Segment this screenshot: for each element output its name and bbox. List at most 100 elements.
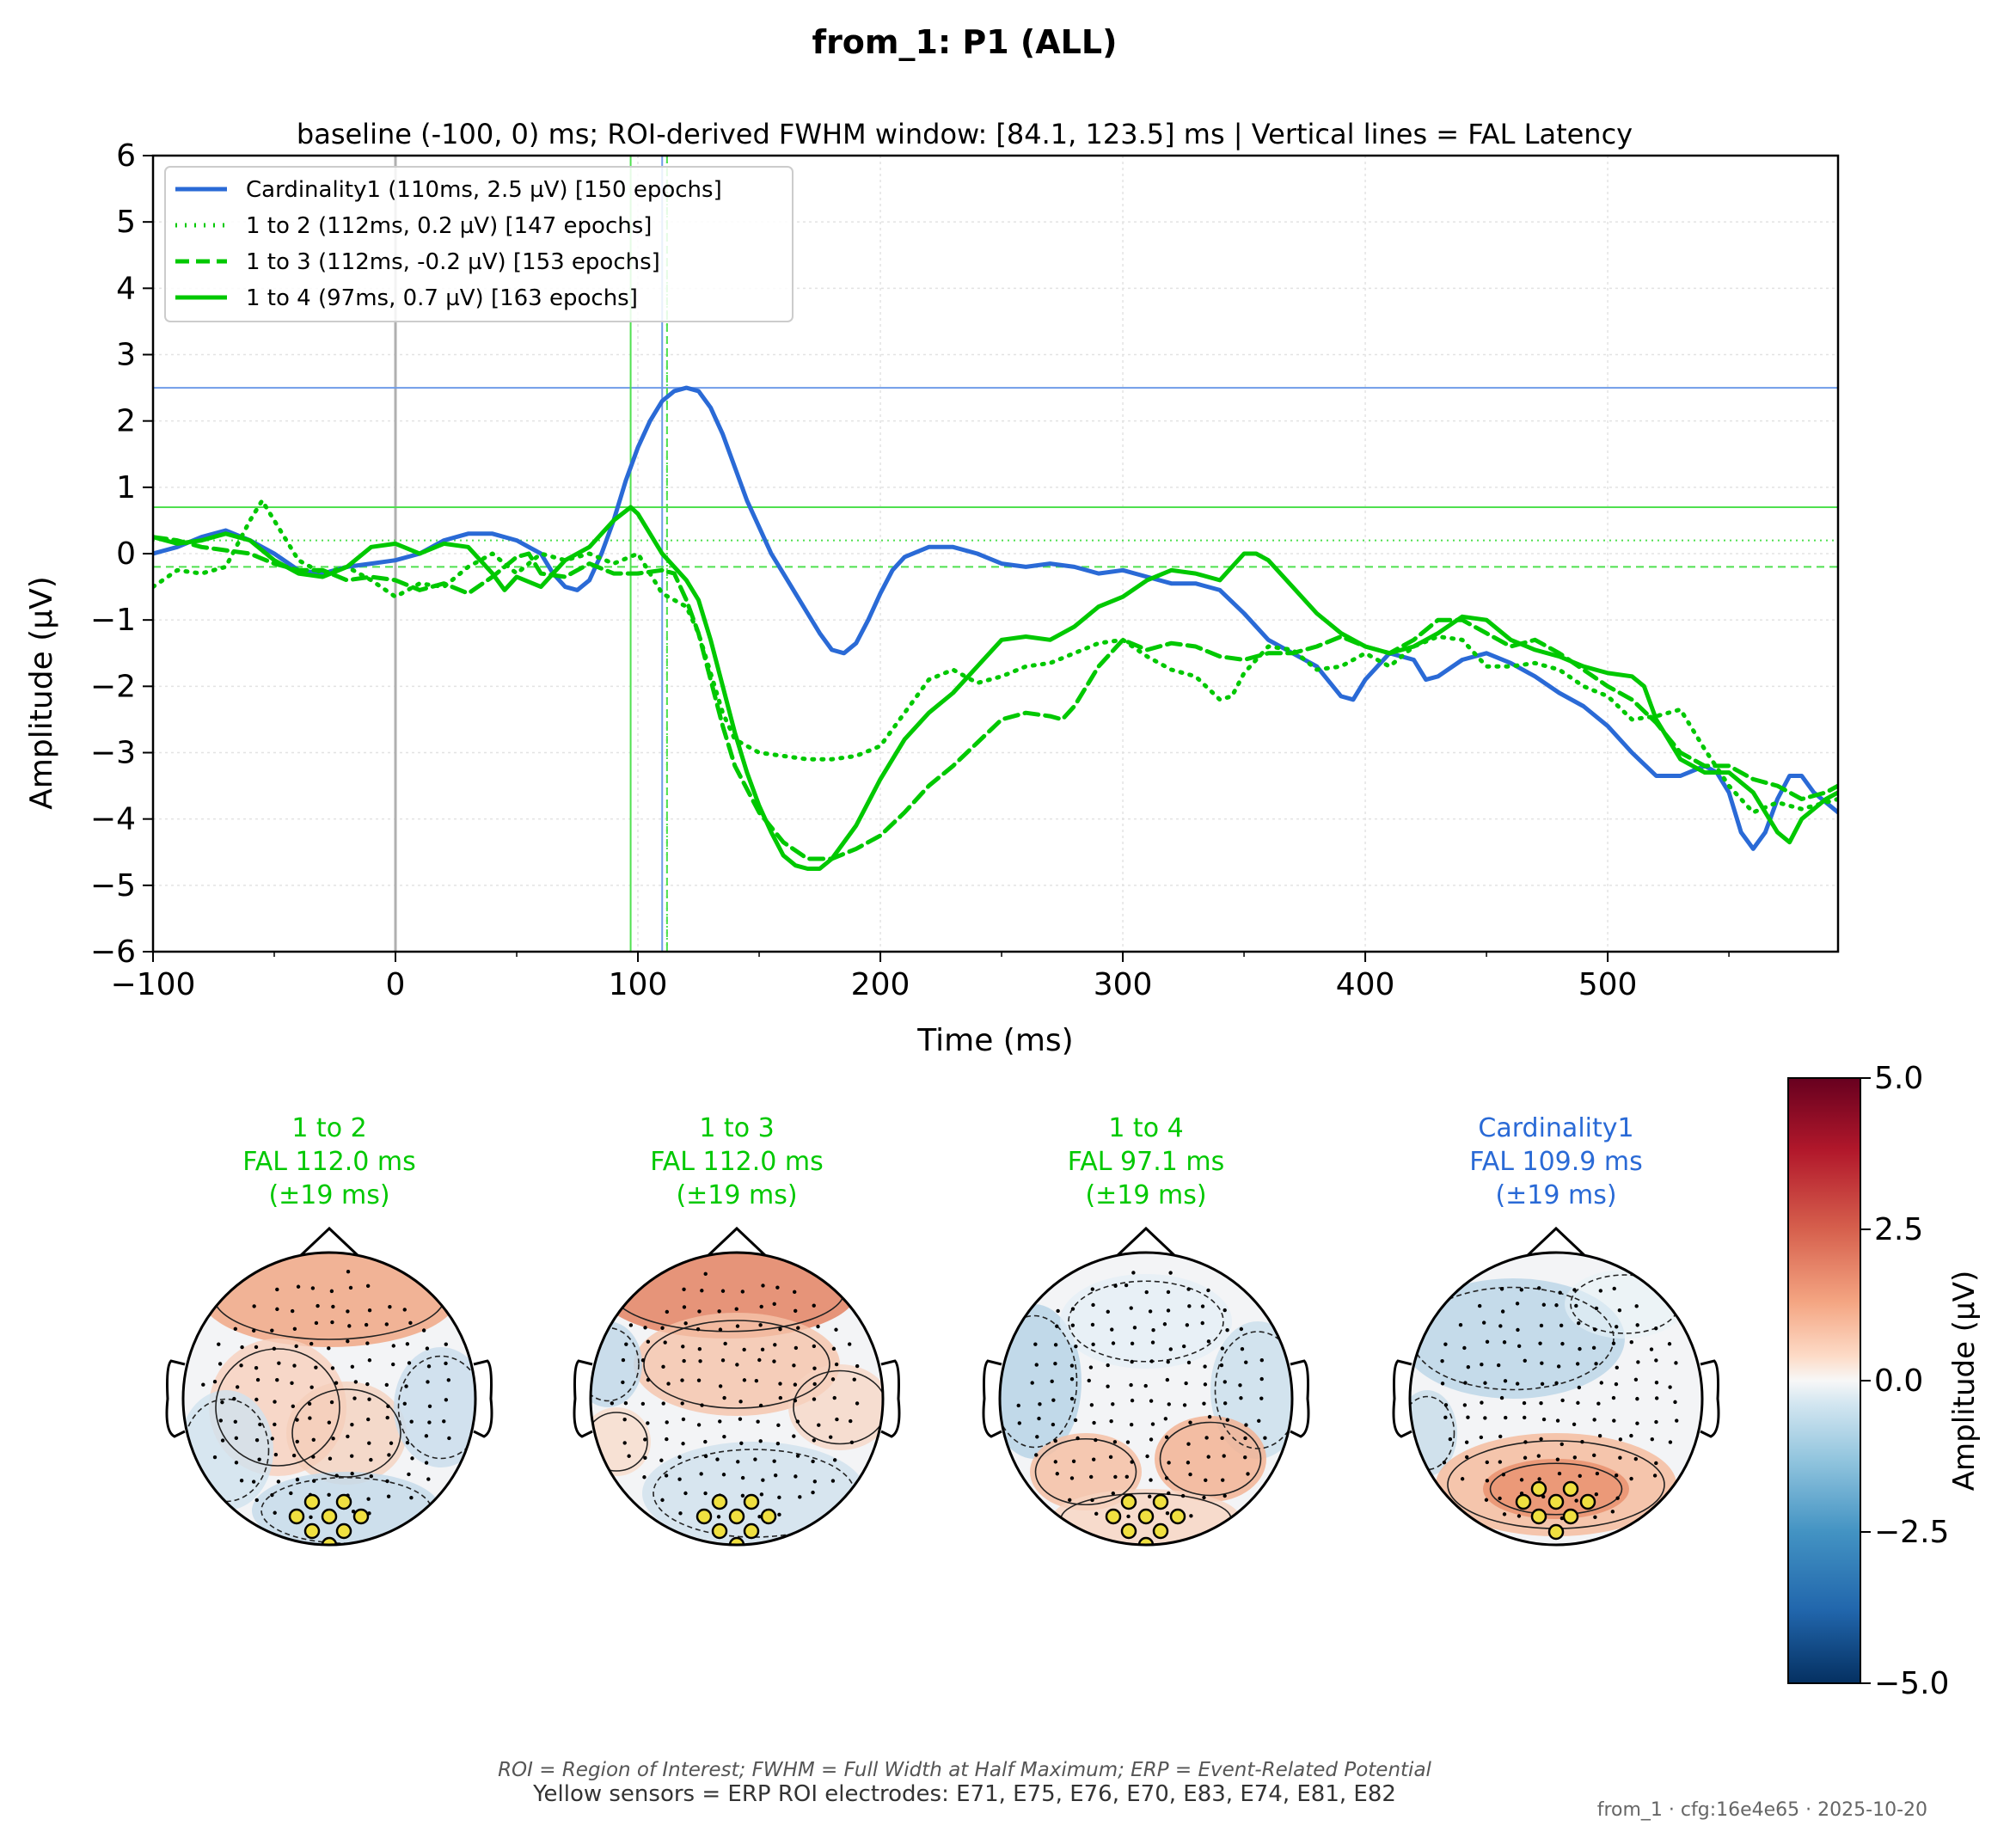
sensor-dot	[350, 1422, 354, 1427]
sensor-dot	[1166, 1308, 1171, 1313]
sensor-dot	[681, 1442, 685, 1446]
roi-sensor	[711, 1522, 728, 1540]
sensor-dot	[1675, 1418, 1679, 1423]
sensor-dot	[646, 1421, 650, 1425]
topomap-contour	[291, 1388, 401, 1478]
sensor-dot	[834, 1362, 839, 1367]
sensor-dot	[1113, 1284, 1118, 1288]
colorbar-tick-label: 2.5	[1874, 1212, 1923, 1247]
sensor-dot	[327, 1346, 331, 1351]
plot-text: Time (ms) Amplitude (µV) −100 0 100 200 300 4…	[24, 138, 1637, 1058]
sensor-dot	[292, 1326, 297, 1332]
sensor-dot	[703, 1491, 708, 1496]
sensor-dot	[366, 1417, 371, 1422]
sensor-dot	[389, 1441, 394, 1445]
sensor-dot	[1150, 1422, 1155, 1426]
topomap-field	[183, 1253, 475, 1545]
nose-outline	[297, 1226, 362, 1259]
sensor-dot	[1091, 1302, 1095, 1308]
sensor-dot	[812, 1480, 818, 1484]
sensor-dot	[742, 1347, 746, 1352]
sensor-dot	[275, 1307, 279, 1312]
sensor-dot	[682, 1358, 686, 1363]
sensor-dot	[1519, 1288, 1524, 1292]
sensor-dot	[408, 1320, 413, 1326]
y-tick-label: 3	[116, 338, 136, 373]
sensor-dot	[407, 1472, 411, 1477]
sensor-dot	[1498, 1434, 1503, 1439]
sensor-dot	[309, 1385, 314, 1389]
sensor-dot	[1053, 1343, 1058, 1347]
sensor-dot	[772, 1359, 776, 1363]
right-ear-outline	[1700, 1359, 1720, 1438]
sensor-dot	[1466, 1415, 1470, 1419]
sensor-dot	[402, 1401, 407, 1406]
sensor-dot	[410, 1456, 414, 1461]
sensor-dot	[1633, 1456, 1639, 1461]
sensor-dot	[1594, 1492, 1599, 1497]
sensor-dot	[234, 1436, 239, 1441]
sensor-dot	[1162, 1322, 1167, 1326]
sensor-dot	[1578, 1346, 1582, 1351]
sensor-dot	[1574, 1303, 1578, 1308]
sensor-dot	[1186, 1442, 1191, 1446]
sensor-dot	[829, 1435, 833, 1439]
sensor-dot	[1089, 1474, 1094, 1480]
plot-area	[143, 154, 1840, 962]
sensor-dot	[212, 1455, 218, 1460]
topomap-contour	[793, 1369, 883, 1445]
sensor-dot	[1202, 1401, 1206, 1406]
sensor-dot	[1523, 1440, 1528, 1444]
sensor-dot	[295, 1439, 299, 1444]
sensor-dot	[663, 1340, 667, 1345]
sensor-dot	[1069, 1376, 1075, 1382]
roi-sensor	[728, 1536, 745, 1545]
sensor-dot	[643, 1437, 647, 1442]
sensor-dot	[792, 1363, 796, 1368]
sensor-dot	[1033, 1342, 1038, 1346]
sensor-dot	[366, 1497, 371, 1501]
sensor-dot	[1167, 1461, 1171, 1465]
y-tick-label: 1	[116, 470, 136, 505]
sensor-dot	[1129, 1382, 1133, 1388]
sensor-dot	[700, 1403, 704, 1407]
sensor-dot	[623, 1401, 628, 1406]
sensor-dot	[421, 1328, 426, 1333]
sensor-dot	[386, 1494, 391, 1498]
sensor-dot	[1203, 1382, 1208, 1387]
sensor-dot	[442, 1419, 446, 1424]
sensor-dot	[391, 1344, 395, 1348]
topomap-contour	[1410, 1395, 1455, 1471]
sensor-dot	[1239, 1326, 1244, 1332]
sensor-dot	[1090, 1287, 1095, 1291]
sensor-dot	[1143, 1383, 1148, 1388]
sensor-dot	[665, 1309, 670, 1314]
topomap-window: (±19 ms)	[676, 1180, 797, 1210]
sensor-dot	[1556, 1364, 1561, 1369]
sensor-dot	[681, 1417, 686, 1422]
sensor-dot	[794, 1308, 798, 1314]
sensor-dot	[1038, 1402, 1042, 1406]
sensor-dot	[254, 1397, 259, 1402]
sensor-dot	[1650, 1437, 1654, 1442]
legend-entry: 1 to 3 (112ms, -0.2 µV) [153 epochs]	[246, 249, 660, 275]
sensor-dot	[796, 1326, 800, 1330]
roi-sensor	[728, 1508, 745, 1525]
sensor-dot	[1184, 1381, 1188, 1386]
sensor-dot	[329, 1289, 334, 1294]
sensor-dot	[404, 1384, 408, 1388]
sensor-dot	[1222, 1454, 1226, 1458]
sensor-dot	[1652, 1473, 1658, 1478]
topomap-contour	[591, 1412, 648, 1472]
sensor-dot	[834, 1327, 838, 1332]
sensor-dot	[1537, 1477, 1541, 1481]
sensor-dot	[795, 1454, 800, 1458]
roi-sensor	[1579, 1493, 1596, 1510]
topomap-4: Cardinality1 FAL 109.9 ms(±19 ms)	[1392, 1113, 1720, 1547]
topomap-fal: FAL 112.0 ms	[242, 1147, 416, 1177]
sensor-dot	[716, 1515, 721, 1519]
sensor-dot	[1483, 1381, 1487, 1385]
sensor-dot	[1635, 1421, 1639, 1425]
x-tick-label: 0	[386, 967, 406, 1002]
sensor-dot	[816, 1324, 820, 1329]
